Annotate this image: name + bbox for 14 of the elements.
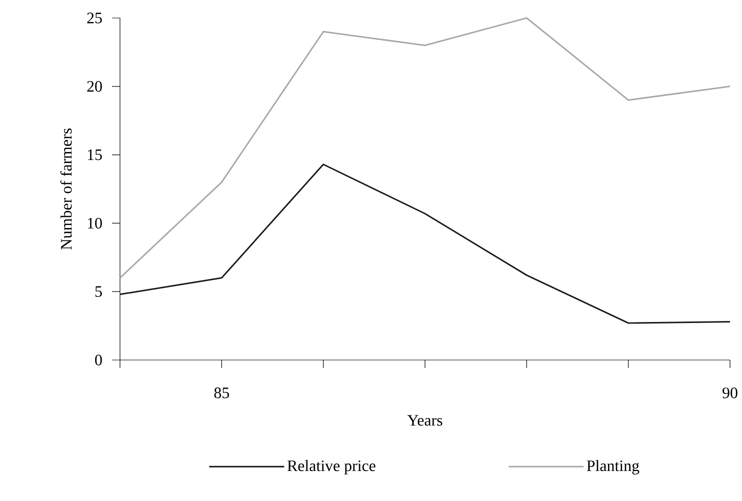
x-tick-label: 90 <box>722 388 738 398</box>
y-tick-label: 20 <box>87 81 102 92</box>
y-tick-label: 10 <box>88 218 102 229</box>
x-axis-title: Years <box>407 415 442 426</box>
y-tick-label: 0 <box>95 354 102 366</box>
line-series <box>119 164 731 324</box>
line-series <box>119 17 731 279</box>
y-tick-label: 25 <box>87 12 102 24</box>
y-axis-title: Number of farmers <box>60 128 72 250</box>
y-tick-label: 5 <box>95 286 102 297</box>
y-tick-label: 15 <box>88 149 102 160</box>
legend-label: Relative price <box>287 460 376 474</box>
x-tick-label: 85 <box>214 388 230 398</box>
legend-label: Planting <box>586 460 640 474</box>
